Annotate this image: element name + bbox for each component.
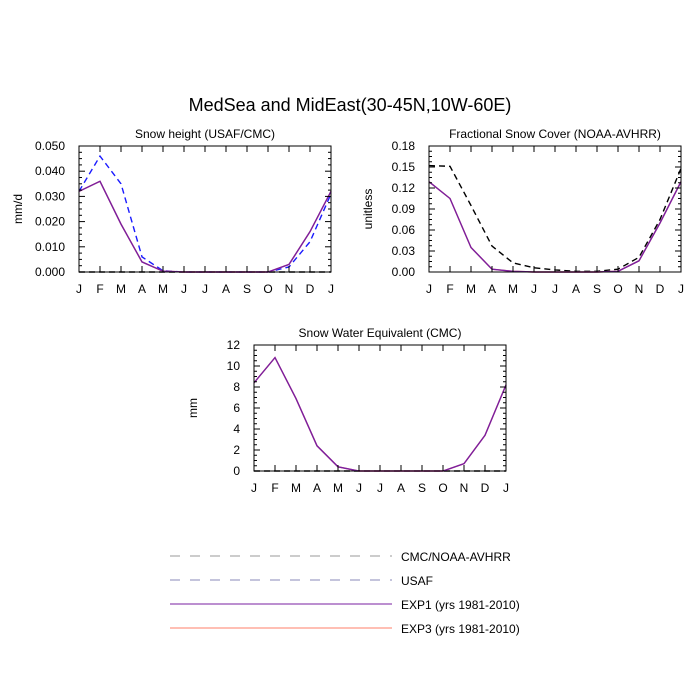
y-tick-label: 0.09 bbox=[392, 202, 416, 216]
x-tick-label: S bbox=[593, 282, 601, 296]
chart-panels: Snow height (USAF/CMC)mm/d0.0000.0100.02… bbox=[11, 127, 684, 495]
x-tick-label: J bbox=[202, 282, 208, 296]
x-tick-label: J bbox=[328, 282, 334, 296]
series-line-exp1 bbox=[428, 181, 682, 273]
y-tick-label: 0.00 bbox=[392, 265, 416, 279]
chart-panel-2: Fractional Snow Cover (NOAA-AVHRR) unitle… bbox=[361, 127, 684, 296]
panel-title: Snow Water Equivalent (CMC) bbox=[299, 326, 462, 340]
y-tick-label: 0.050 bbox=[35, 139, 65, 153]
y-tick-label: 0.03 bbox=[392, 244, 416, 258]
legend-item: EXP3 (yrs 1981-2010) bbox=[170, 622, 520, 636]
x-tick-label: A bbox=[488, 282, 496, 296]
x-tick-label: D bbox=[306, 282, 315, 296]
legend-label: EXP1 (yrs 1981-2010) bbox=[401, 598, 520, 612]
y-axis-label: mm/d bbox=[11, 194, 25, 224]
legend-item: CMC/NOAA-AVHRR bbox=[170, 550, 511, 564]
y-tick-label: 0.06 bbox=[392, 223, 416, 237]
y-tick-label: 12 bbox=[227, 338, 241, 352]
x-tick-label: A bbox=[138, 282, 146, 296]
x-tick-label: N bbox=[635, 282, 644, 296]
x-tick-label: J bbox=[76, 282, 82, 296]
y-tick-label: 0.18 bbox=[392, 139, 416, 153]
x-tick-label: M bbox=[116, 282, 126, 296]
x-tick-label: M bbox=[291, 481, 301, 495]
y-tick-label: 10 bbox=[227, 359, 241, 373]
x-tick-label: J bbox=[181, 282, 187, 296]
x-tick-label: A bbox=[313, 481, 321, 495]
y-tick-label: 8 bbox=[233, 380, 240, 394]
x-tick-label: S bbox=[243, 282, 251, 296]
x-tick-label: A bbox=[397, 481, 405, 495]
y-tick-label: 0.12 bbox=[392, 181, 416, 195]
plot-frame bbox=[78, 145, 332, 273]
series-line-exp3 bbox=[428, 181, 682, 273]
y-tick-label: 0.030 bbox=[35, 189, 65, 203]
y-tick-label: 0.040 bbox=[35, 164, 65, 178]
y-tick-label: 4 bbox=[233, 422, 240, 436]
y-tick-label: 2 bbox=[233, 443, 240, 457]
legend-label: EXP3 (yrs 1981-2010) bbox=[401, 622, 520, 636]
series-line-exp1 bbox=[78, 180, 332, 273]
y-tick-label: 0 bbox=[233, 464, 240, 478]
y-tick-label: 0.000 bbox=[35, 265, 65, 279]
x-tick-label: J bbox=[251, 481, 257, 495]
chart-panel-1: Snow height (USAF/CMC) mm/d 0.000 0.010 0.02… bbox=[11, 127, 334, 296]
x-tick-label: F bbox=[96, 282, 103, 296]
x-tick-label: A bbox=[222, 282, 230, 296]
x-tick-label: D bbox=[656, 282, 665, 296]
x-tick-label: J bbox=[377, 481, 383, 495]
x-tick-label: J bbox=[531, 282, 537, 296]
y-axis-label: mm bbox=[186, 398, 200, 418]
x-tick-label: M bbox=[466, 282, 476, 296]
y-tick-label: 0.010 bbox=[35, 240, 65, 254]
series-line-cmc-noaa bbox=[428, 164, 682, 272]
x-tick-label: F bbox=[446, 282, 453, 296]
legend-label: USAF bbox=[401, 574, 433, 588]
x-tick-label: O bbox=[438, 481, 447, 495]
x-tick-label: M bbox=[508, 282, 518, 296]
panel-title: Snow height (USAF/CMC) bbox=[135, 127, 275, 141]
legend-label: CMC/NOAA-AVHRR bbox=[401, 550, 511, 564]
x-tick-label: N bbox=[285, 282, 294, 296]
legend-item: EXP1 (yrs 1981-2010) bbox=[170, 598, 520, 612]
panel-title: Fractional Snow Cover (NOAA-AVHRR) bbox=[449, 127, 661, 141]
plot-frame bbox=[253, 344, 507, 472]
x-tick-label: F bbox=[271, 481, 278, 495]
series-line-exp3 bbox=[253, 356, 507, 472]
x-tick-label: M bbox=[158, 282, 168, 296]
x-tick-label: J bbox=[426, 282, 432, 296]
series-line-exp1 bbox=[253, 356, 507, 472]
x-tick-label: J bbox=[503, 481, 509, 495]
x-tick-label: A bbox=[572, 282, 580, 296]
x-tick-label: O bbox=[263, 282, 272, 296]
y-tick-label: 6 bbox=[233, 401, 240, 415]
x-tick-label: J bbox=[552, 282, 558, 296]
y-tick-label: 0.020 bbox=[35, 215, 65, 229]
x-tick-label: O bbox=[613, 282, 622, 296]
x-tick-label: D bbox=[481, 481, 490, 495]
legend: CMC/NOAA-AVHRR USAF EXP1 (yrs 1981-2010) EX… bbox=[170, 550, 520, 636]
x-tick-label: M bbox=[333, 481, 343, 495]
legend-item: USAF bbox=[170, 574, 433, 588]
y-axis-label: unitless bbox=[361, 189, 375, 230]
figure-title: MedSea and MidEast(30-45N,10W-60E) bbox=[189, 95, 512, 115]
y-tick-label: 0.15 bbox=[392, 160, 416, 174]
x-tick-label: J bbox=[678, 282, 684, 296]
x-tick-label: N bbox=[460, 481, 469, 495]
x-tick-label: S bbox=[418, 481, 426, 495]
x-tick-label: J bbox=[356, 481, 362, 495]
